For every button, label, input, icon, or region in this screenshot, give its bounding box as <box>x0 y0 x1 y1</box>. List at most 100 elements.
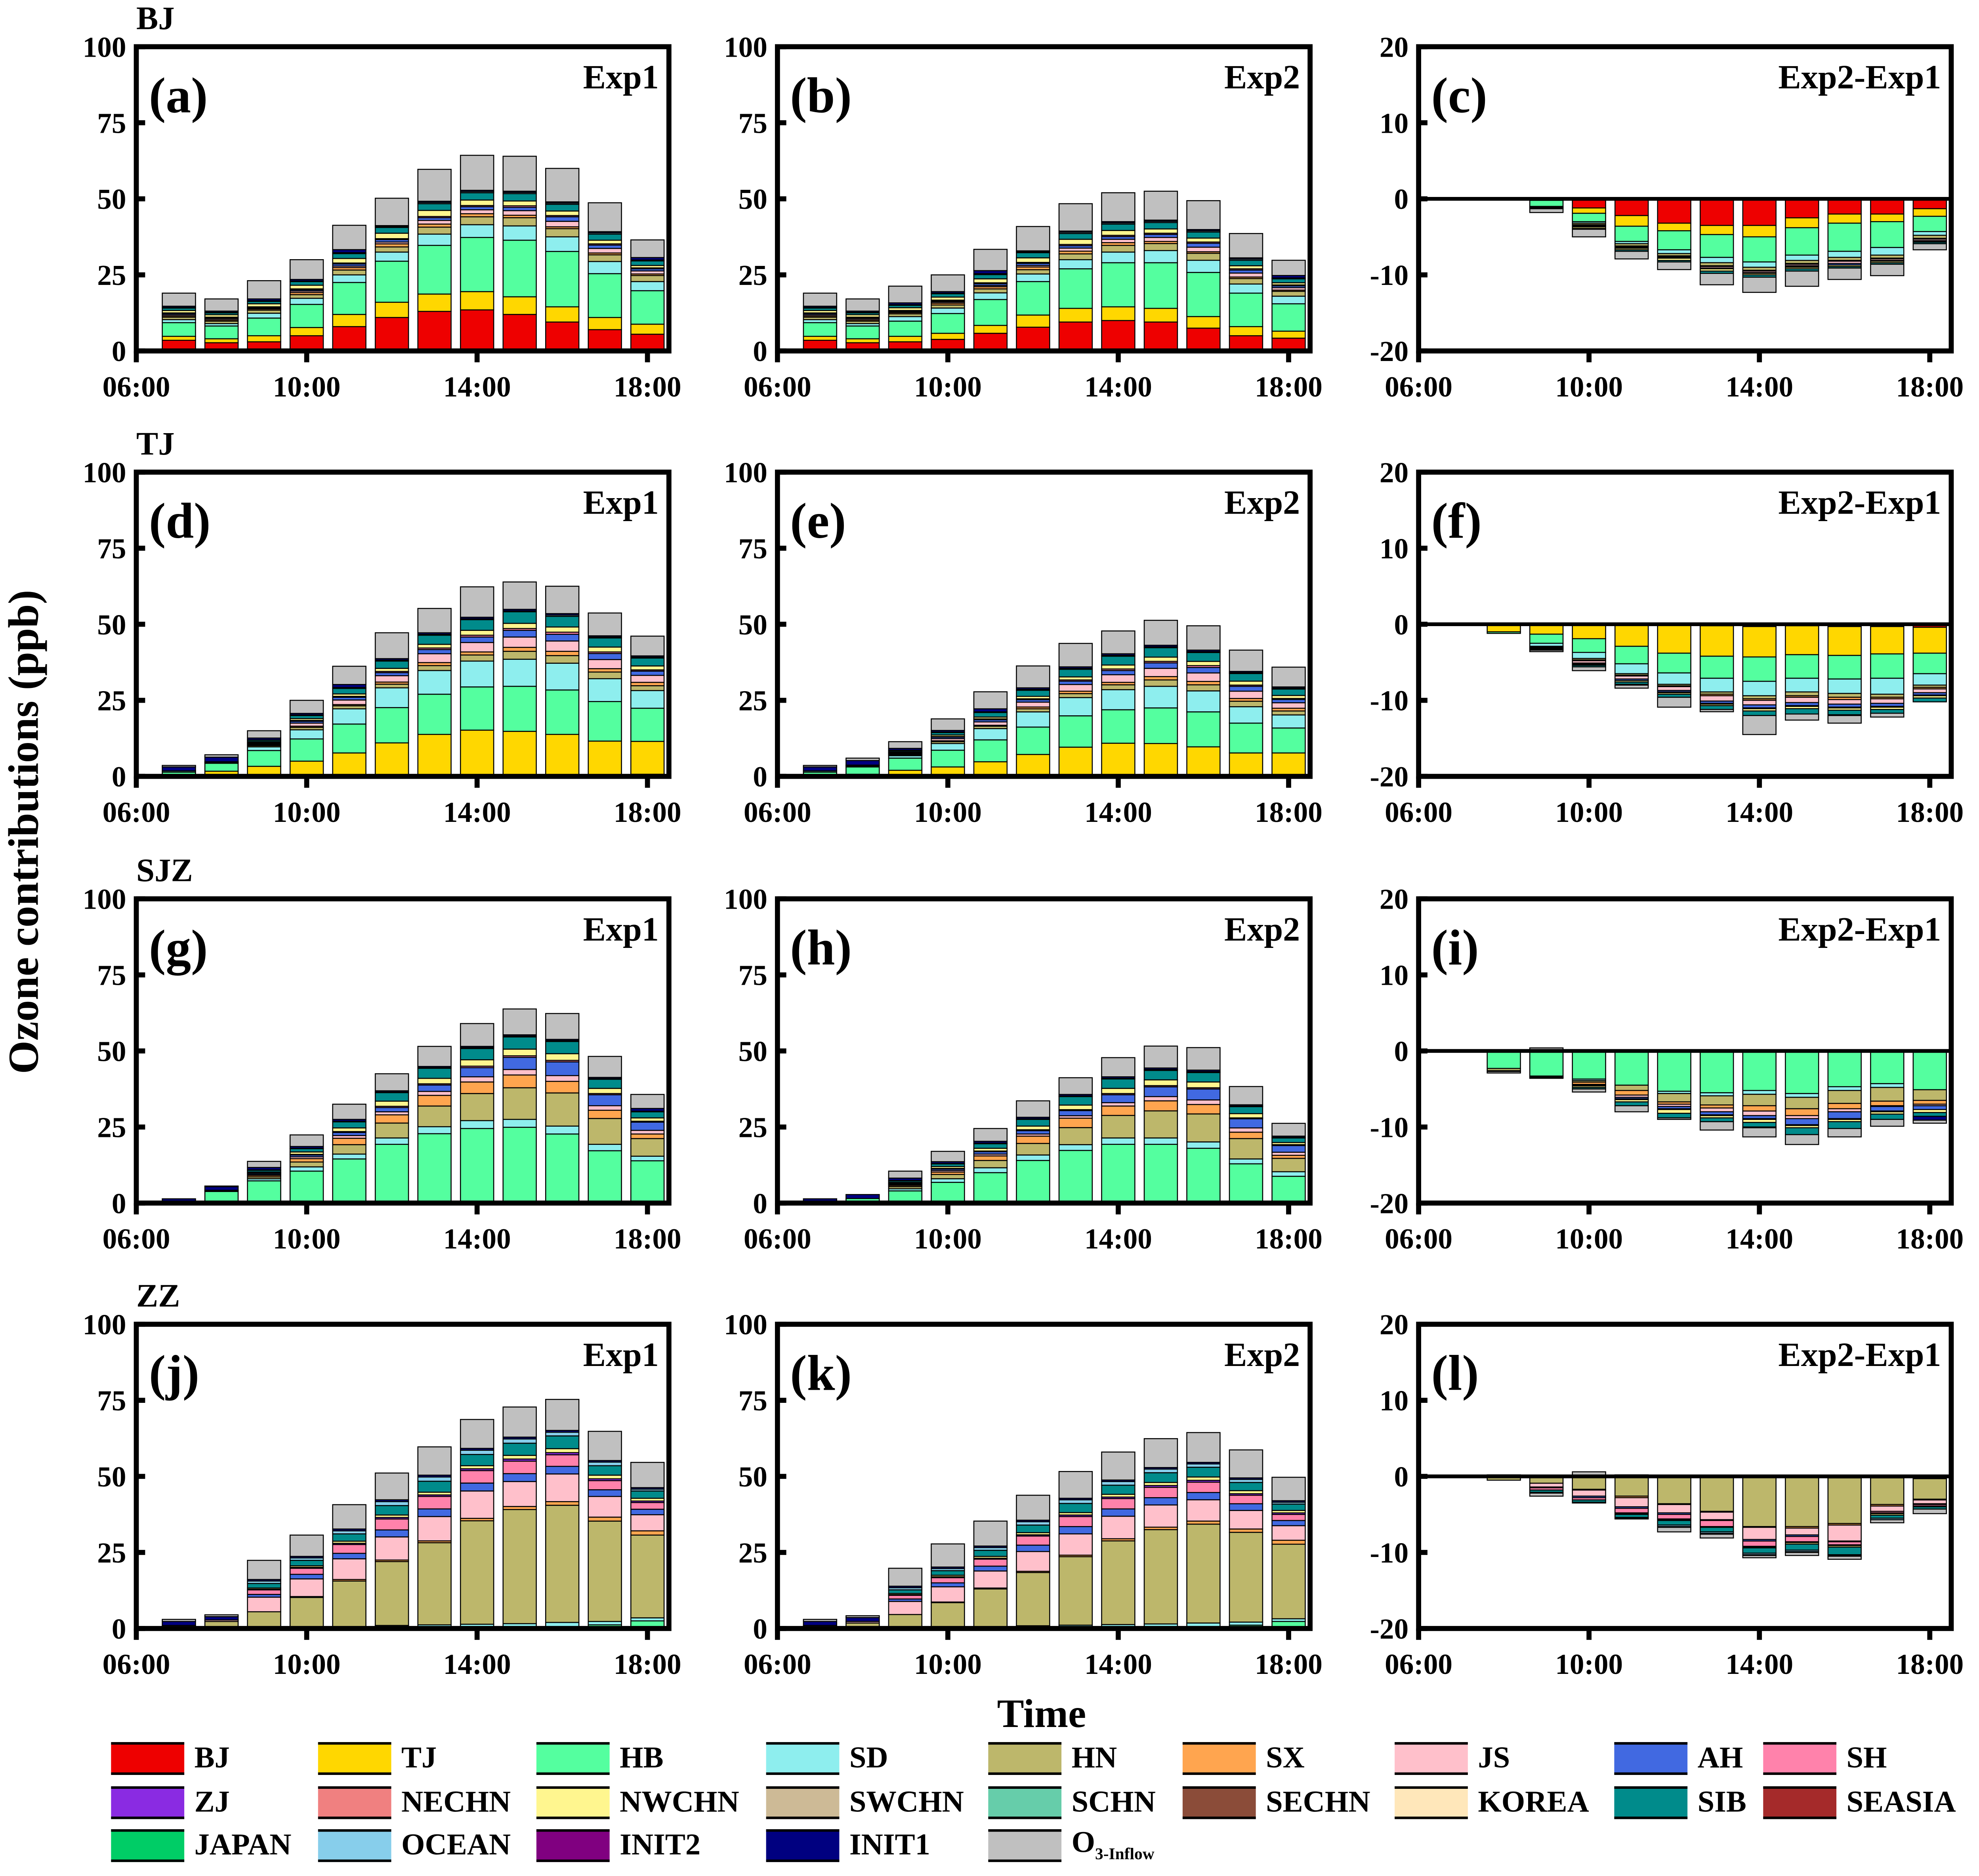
bar-segment-js <box>1785 1527 1819 1536</box>
x-tick-label: 18:00 <box>1896 796 1964 828</box>
y-tick-label: 0 <box>112 761 126 793</box>
bar-segment-hn <box>588 254 622 262</box>
panel-tag: (j) <box>149 1345 199 1401</box>
bar-segment-hb <box>1742 656 1777 682</box>
bar-segment-tj <box>332 314 366 327</box>
bar-segment-ah <box>630 671 665 676</box>
bar-segment-sh <box>1101 1498 1135 1509</box>
bar-segment-o3-inflow <box>289 1534 324 1557</box>
legend-swatch <box>766 1829 840 1862</box>
bar-segment-hb <box>1487 631 1521 634</box>
y-tick-label: 75 <box>739 1385 767 1417</box>
bar-segment-sd <box>332 274 366 283</box>
y-tick-label: 75 <box>97 533 126 565</box>
bar-segment-o3-inflow <box>1529 650 1564 652</box>
bar-segment-sx <box>417 1095 452 1107</box>
bar-segment-o3-inflow <box>247 1560 281 1580</box>
legend-item-ah: AH <box>1614 1740 1743 1778</box>
bar-segment-hn <box>332 1144 366 1155</box>
bar-segment-bj <box>1058 321 1093 352</box>
bar-segment-o3-inflow <box>1700 273 1734 285</box>
panel-a: 0 25 50 75 100 06:00 10:00 14:00 18:00 (a) Exp1 <box>83 31 681 403</box>
bar-segment-sib <box>588 233 622 241</box>
bar-segment-js <box>1143 1504 1178 1528</box>
bar-segment-hb <box>1101 262 1135 308</box>
x-tick-label: 10:00 <box>273 1223 341 1255</box>
bar-segment-sd <box>588 678 622 702</box>
y-tick-label: 0 <box>753 335 767 367</box>
bar-segment-hn <box>931 1602 965 1629</box>
bar-segment-sx <box>460 1081 494 1094</box>
y-axis-label: Ozone contributions (ppb) <box>1 590 48 1074</box>
bar-segment-js <box>588 1496 622 1518</box>
bar-segment-js <box>1742 1110 1777 1116</box>
bar-segment-o3-inflow <box>417 1446 452 1476</box>
bar-segment-sd <box>588 1144 622 1152</box>
bar-segment-hb <box>931 313 965 334</box>
bar-segment-hn <box>545 228 580 237</box>
panel-j: 0 25 50 75 100 06:00 10:00 14:00 18:00 (j) Exp1 <box>83 1309 681 1680</box>
bar-segment-sd <box>1657 249 1691 254</box>
bar-segment-o3-inflow <box>1870 264 1905 276</box>
bar-segment-hb <box>1229 292 1263 327</box>
legend-swatch <box>1395 1742 1468 1775</box>
y-tick-label: 100 <box>724 1309 767 1341</box>
bar-segment-o3-inflow <box>1785 1552 1819 1556</box>
bar-segment-nwchn <box>502 623 537 629</box>
bar-segment-sib <box>1016 690 1050 697</box>
bar-segment-nwchn <box>588 1088 622 1094</box>
y-tick-label: -20 <box>1370 335 1408 367</box>
bar-segment-js <box>588 248 622 254</box>
bar-segment-sx <box>332 1138 366 1145</box>
bar-segment-hb <box>1487 1050 1521 1069</box>
bar-segment-o3-inflow <box>1058 1471 1093 1499</box>
bar-segment-o3-inflow <box>1016 226 1050 252</box>
bar-segment-o3-inflow <box>931 1151 965 1162</box>
y-tick-label: 25 <box>97 1111 126 1143</box>
bar-segment-o3-inflow <box>1101 1451 1135 1481</box>
bar-segment-tj <box>545 306 580 323</box>
bar-segment-nwchn <box>374 233 409 239</box>
bar-segment-js <box>1785 697 1819 703</box>
bar-segment-init1 <box>204 757 239 762</box>
panel-l: -20 -10 0 10 20 06:00 10:00 14:00 18:00 (l) Exp2-E… <box>1370 1309 1964 1680</box>
bar-segment-hb <box>1785 227 1819 256</box>
bar-segment-js <box>1614 1497 1649 1507</box>
bar-segment-sib <box>973 712 1008 718</box>
bar-segment-sh <box>973 1559 1008 1567</box>
bar-segment-nwchn <box>460 199 494 206</box>
panel-k: 0 25 50 75 100 06:00 10:00 14:00 18:00 (k) Exp2 <box>724 1309 1323 1680</box>
bar-segment-sib <box>502 1036 537 1050</box>
bar-segment-o3-inflow <box>931 274 965 292</box>
bar-segment-tj <box>1016 754 1050 777</box>
bar-segment-sib <box>1912 697 1947 703</box>
bar-segment-sh <box>1143 1486 1178 1498</box>
bar-segment-hn <box>1785 1477 1819 1527</box>
bar-segment-nwchn <box>1058 1104 1093 1110</box>
y-tick-label: 100 <box>724 31 767 63</box>
bar-segment-o3-inflow <box>588 202 622 232</box>
bar-segment-js <box>1186 1099 1221 1105</box>
row-label-zz: ZZ <box>136 1277 180 1314</box>
y-tick-label: 10 <box>1380 959 1408 991</box>
row-label-tj: TJ <box>136 425 175 462</box>
legend-swatch <box>988 1742 1062 1775</box>
bar-segment-js <box>460 209 494 214</box>
bar-segment-o3-inflow <box>1143 1045 1178 1069</box>
bar-segment-tj <box>1827 213 1862 224</box>
bar-segment-ah <box>1143 1086 1178 1097</box>
x-tick-label: 06:00 <box>744 371 811 403</box>
bar-segment-sib <box>888 1589 923 1594</box>
bar-segment-hb <box>588 273 622 318</box>
bar-segment-sx <box>1058 1118 1093 1128</box>
x-tick-label: 06:00 <box>103 371 170 403</box>
bar-segment-hb <box>1912 652 1947 674</box>
bar-segment-tj <box>1827 626 1862 656</box>
bar-segment-js <box>1143 237 1178 242</box>
y-tick-label: 100 <box>83 457 126 489</box>
bar-segment-hn <box>630 1138 665 1157</box>
bar-segment-sd <box>1016 273 1050 282</box>
legend-label: AH <box>1697 1741 1743 1775</box>
bar-segment-sh <box>332 1544 366 1554</box>
y-tick-label: -10 <box>1370 259 1408 291</box>
